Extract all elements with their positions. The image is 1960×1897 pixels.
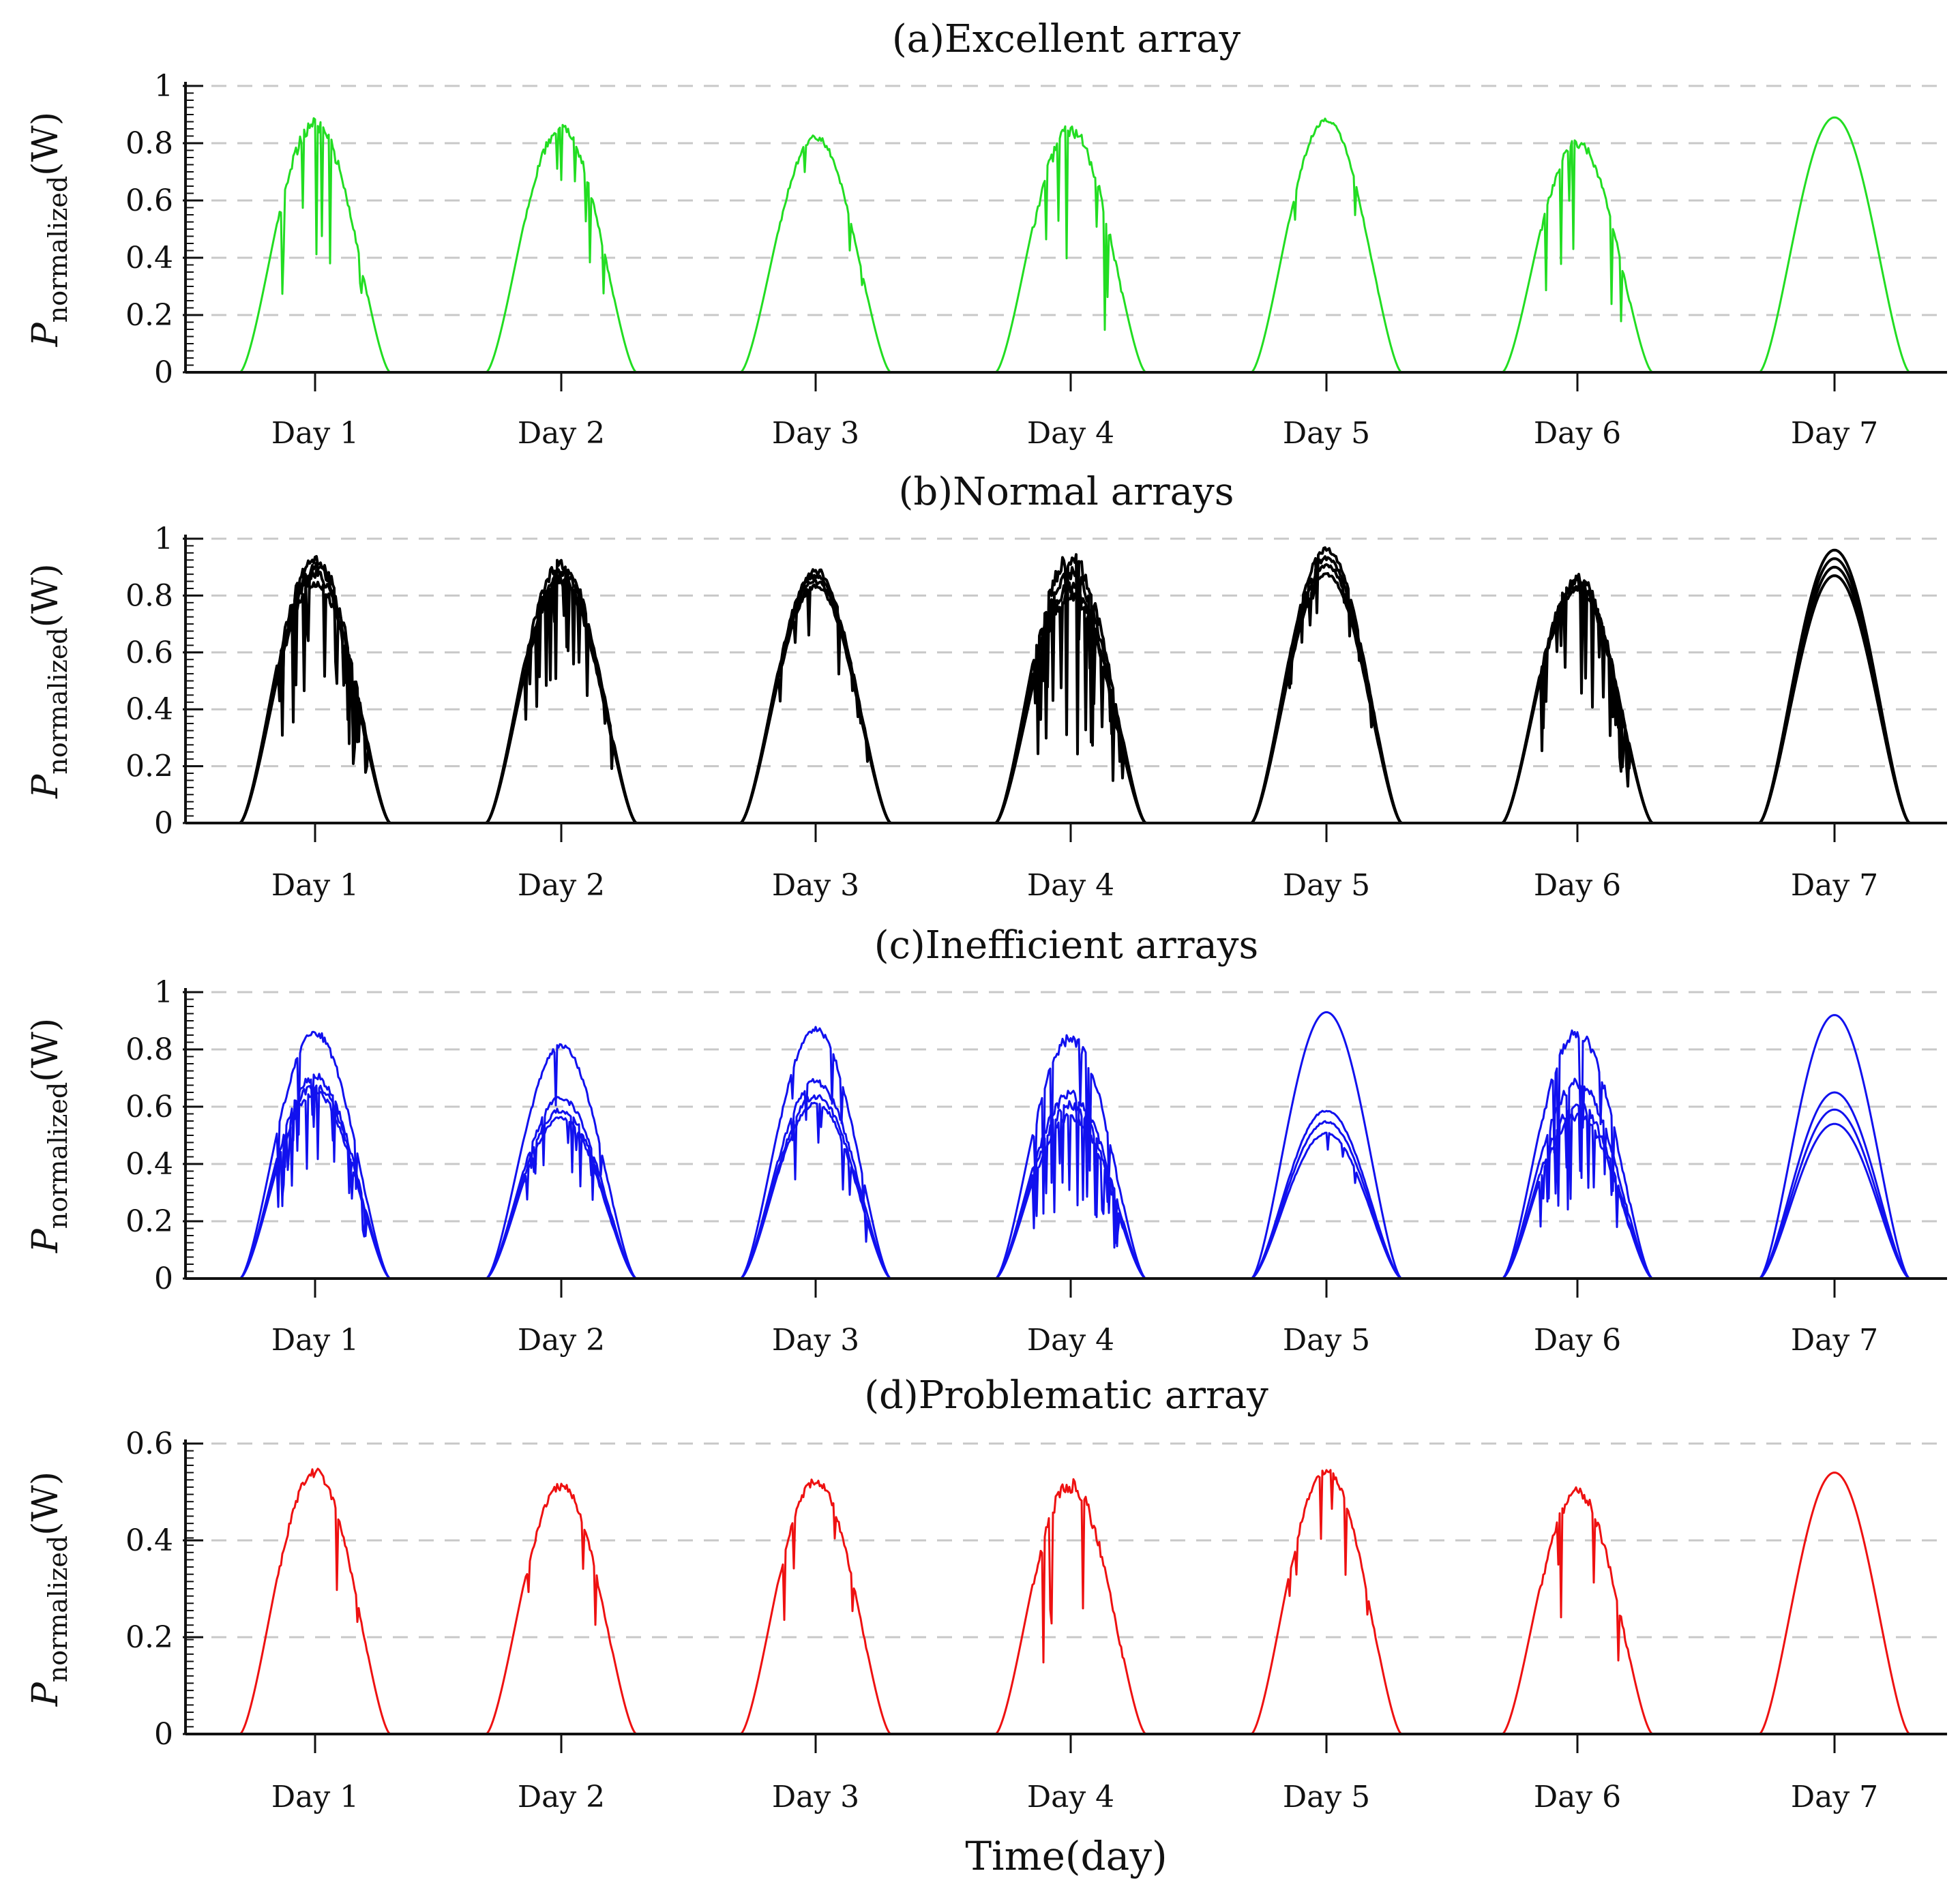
- y-axis-label: Pnormalized(W): [25, 112, 73, 347]
- y-axis-label: Pnormalized(W): [25, 1018, 73, 1253]
- x-tick-label: Day 3: [772, 1323, 859, 1358]
- x-tick-label: Day 4: [1027, 1323, 1114, 1358]
- x-tick-label: Day 2: [518, 1323, 605, 1358]
- x-tick-label: Day 6: [1534, 1780, 1621, 1814]
- y-tick-label: 0.8: [125, 578, 173, 613]
- x-tick-label: Day 6: [1534, 1323, 1621, 1358]
- y-tick-label: 0.4: [125, 1523, 173, 1558]
- x-tick-label: Day 2: [518, 1780, 605, 1814]
- panel-3: (c)Inefficient arrays 0 0.2 0.4 0.6 0.8 1 Day 1…: [25, 923, 1947, 1358]
- panel-title: (c)Inefficient arrays: [874, 923, 1259, 968]
- x-tick-label: Day 5: [1283, 1323, 1370, 1358]
- x-tick-label: Day 4: [1027, 416, 1114, 451]
- y-tick-label: 0.4: [125, 241, 173, 275]
- y-tick-label: 0.2: [125, 749, 173, 784]
- series-line-problematic: [185, 1467, 1947, 1735]
- y-tick-label: 0: [154, 1261, 173, 1296]
- y-tick-label: 0: [154, 1717, 173, 1752]
- x-tick-label: Day 1: [271, 1780, 359, 1814]
- panel-1: (a)Excellent array 0 0.2 0.4 0.6 0.8 1 Day 1 Day…: [25, 17, 1947, 451]
- x-axis-label: Time(day): [965, 1833, 1167, 1879]
- x-tick-label: Day 2: [518, 868, 605, 903]
- x-tick-label: Day 1: [271, 1323, 359, 1358]
- y-tick-label: 0.2: [125, 1620, 173, 1655]
- series-line-inefficient-1: [185, 1011, 1947, 1280]
- x-tick-label: Day 1: [271, 868, 359, 903]
- x-tick-label: Day 7: [1791, 868, 1878, 903]
- x-tick-label: Day 5: [1283, 1780, 1370, 1814]
- panel-2: (b)Normal arrays 0 0.2 0.4 0.6 0.8 1 Day 1 Day 2…: [25, 470, 1947, 903]
- x-tick-label: Day 7: [1791, 1323, 1878, 1358]
- x-tick-label: Day 4: [1027, 868, 1114, 903]
- series-line-inefficient-2: [185, 1073, 1947, 1280]
- y-tick-label: 0: [154, 806, 173, 841]
- panel-title: (d)Problematic array: [864, 1373, 1268, 1418]
- x-tick-label: Day 7: [1791, 1780, 1878, 1814]
- y-tick-label: 0.2: [125, 1204, 173, 1239]
- panel-title: (a)Excellent array: [892, 17, 1241, 61]
- panel-4: (d)Problematic array 0 0.2 0.4 0.6 Day 1 Day 2…: [25, 1373, 1947, 1814]
- x-tick-label: Day 3: [772, 1780, 859, 1814]
- y-tick-label: 0.2: [125, 298, 173, 333]
- y-tick-label: 1: [154, 522, 173, 556]
- x-tick-label: Day 7: [1791, 416, 1878, 451]
- y-tick-label: 0.6: [125, 1090, 173, 1124]
- y-tick-label: 1: [154, 69, 173, 104]
- x-tick-label: Day 6: [1534, 868, 1621, 903]
- y-tick-label: 0.4: [125, 1147, 173, 1182]
- y-tick-label: 0.4: [125, 692, 173, 727]
- y-tick-label: 0.8: [125, 126, 173, 161]
- series-line-normal-4: [185, 571, 1947, 824]
- panel-title: (b)Normal arrays: [899, 470, 1234, 514]
- y-tick-label: 0: [154, 355, 173, 390]
- x-tick-label: Day 4: [1027, 1780, 1114, 1814]
- x-tick-label: Day 3: [772, 416, 859, 451]
- y-axis-label: Pnormalized(W): [25, 1472, 73, 1707]
- x-tick-label: Day 6: [1534, 416, 1621, 451]
- y-tick-label: 0.6: [125, 636, 173, 670]
- x-tick-label: Day 5: [1283, 416, 1370, 451]
- x-tick-label: Day 3: [772, 868, 859, 903]
- y-tick-label: 1: [154, 975, 173, 1010]
- x-tick-label: Day 5: [1283, 868, 1370, 903]
- x-tick-label: Day 2: [518, 416, 605, 451]
- series-line-excellent: [185, 116, 1947, 374]
- y-tick-label: 0.6: [125, 183, 173, 218]
- y-tick-label: 0.8: [125, 1032, 173, 1067]
- y-tick-label: 0.6: [125, 1427, 173, 1461]
- x-tick-label: Day 1: [271, 416, 359, 451]
- series-line-inefficient-4: [185, 1089, 1947, 1280]
- y-axis-label: Pnormalized(W): [25, 563, 73, 798]
